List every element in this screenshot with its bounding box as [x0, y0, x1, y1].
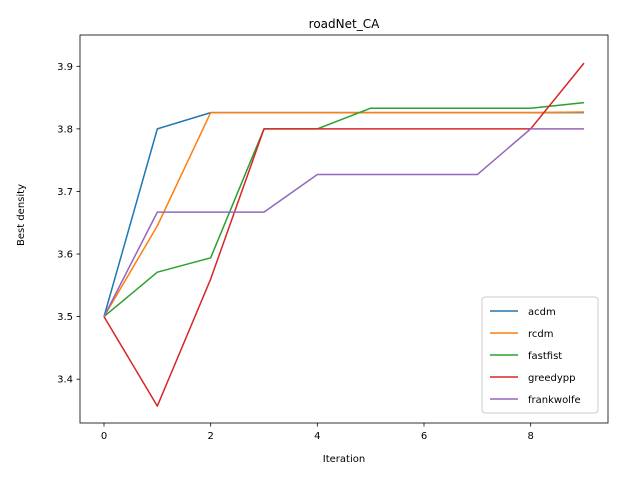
y-tick-label: 3.8	[57, 124, 73, 135]
y-tick-label: 3.4	[57, 375, 73, 386]
series-line-greedypp	[103, 62, 585, 407]
y-tick-label: 3.7	[57, 187, 73, 198]
legend-label-acdm: acdm	[528, 307, 556, 318]
x-tick-label: 8	[527, 431, 533, 442]
plot-frame	[79, 34, 609, 424]
y-tick-label: 3.6	[57, 250, 73, 261]
legend: acdm rcdm fastfist greedypp frankwolfe	[481, 296, 599, 414]
chart-title: roadNet_CA	[309, 17, 380, 31]
x-tick-label: 2	[207, 431, 213, 442]
series-line-frankwolfe	[103, 128, 584, 317]
y-tick-label: 3.9	[57, 62, 73, 73]
x-tick-label: 0	[101, 431, 107, 442]
x-axis-label: Iteration	[323, 454, 365, 465]
series-line-fastfist	[103, 101, 585, 318]
x-tick-label: 4	[314, 431, 320, 442]
x-tick-label: 6	[421, 431, 427, 442]
legend-box	[481, 296, 599, 414]
legend-label-frankwolfe: frankwolfe	[528, 395, 581, 406]
legend-label-rcdm: rcdm	[528, 329, 553, 340]
y-tick-label: 3.5	[57, 312, 73, 323]
axes-layer: 0 2 4 6 8 3.4 3.5 3.6 3.7 3.8 3.9	[57, 34, 609, 442]
y-axis-label: Best density	[16, 184, 27, 246]
series-line-rcdm	[103, 111, 585, 317]
series-layer	[103, 62, 585, 407]
legend-label-greedypp: greedypp	[528, 373, 576, 384]
legend-label-fastfist: fastfist	[528, 351, 562, 362]
